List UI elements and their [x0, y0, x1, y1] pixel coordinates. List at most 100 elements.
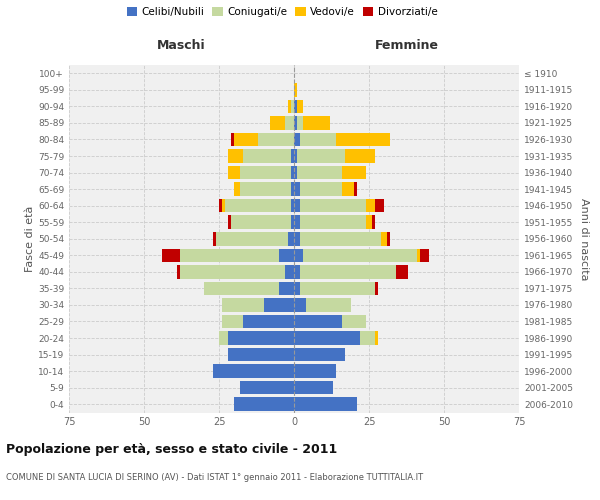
- Bar: [300, 282, 375, 295]
- Bar: [297, 166, 342, 179]
- Bar: [342, 166, 366, 179]
- Bar: [294, 116, 297, 130]
- Bar: [288, 100, 291, 113]
- Bar: [294, 232, 300, 245]
- Bar: [279, 248, 294, 262]
- Text: Popolazione per età, sesso e stato civile - 2011: Popolazione per età, sesso e stato civil…: [6, 442, 337, 456]
- Bar: [294, 248, 303, 262]
- Bar: [381, 232, 387, 245]
- Bar: [291, 149, 294, 163]
- Bar: [291, 100, 294, 113]
- Y-axis label: Anni di nascita: Anni di nascita: [578, 198, 589, 280]
- Bar: [294, 364, 336, 378]
- Bar: [306, 298, 351, 312]
- Bar: [234, 398, 294, 411]
- Bar: [354, 182, 357, 196]
- Bar: [228, 348, 294, 362]
- Legend: Celibi/Nubili, Coniugati/e, Vedovi/e, Divorziati/e: Celibi/Nubili, Coniugati/e, Vedovi/e, Di…: [122, 2, 442, 21]
- Bar: [300, 216, 366, 229]
- Bar: [396, 265, 408, 278]
- Bar: [297, 149, 345, 163]
- Bar: [294, 398, 357, 411]
- Bar: [300, 182, 342, 196]
- Bar: [297, 116, 303, 130]
- Bar: [228, 149, 243, 163]
- Bar: [294, 314, 342, 328]
- Bar: [177, 265, 180, 278]
- Bar: [222, 314, 243, 328]
- Bar: [294, 216, 300, 229]
- Bar: [294, 282, 300, 295]
- Bar: [345, 149, 375, 163]
- Bar: [300, 232, 381, 245]
- Bar: [294, 199, 300, 212]
- Bar: [300, 132, 336, 146]
- Bar: [222, 199, 225, 212]
- Bar: [294, 298, 306, 312]
- Bar: [372, 216, 375, 229]
- Bar: [243, 149, 291, 163]
- Bar: [294, 348, 345, 362]
- Bar: [342, 314, 366, 328]
- Bar: [300, 199, 366, 212]
- Bar: [294, 166, 297, 179]
- Bar: [420, 248, 429, 262]
- Bar: [342, 182, 354, 196]
- Bar: [336, 132, 390, 146]
- Bar: [285, 116, 294, 130]
- Bar: [297, 100, 303, 113]
- Bar: [216, 232, 288, 245]
- Bar: [180, 265, 285, 278]
- Bar: [225, 199, 291, 212]
- Bar: [231, 216, 291, 229]
- Text: Maschi: Maschi: [157, 39, 206, 52]
- Bar: [228, 216, 231, 229]
- Bar: [294, 265, 300, 278]
- Bar: [291, 199, 294, 212]
- Bar: [294, 83, 297, 96]
- Bar: [240, 166, 291, 179]
- Bar: [258, 132, 294, 146]
- Bar: [303, 116, 330, 130]
- Bar: [240, 182, 291, 196]
- Y-axis label: Fasce di età: Fasce di età: [25, 206, 35, 272]
- Bar: [219, 199, 222, 212]
- Bar: [219, 332, 228, 345]
- Bar: [360, 332, 375, 345]
- Bar: [366, 199, 375, 212]
- Bar: [294, 132, 300, 146]
- Bar: [270, 116, 285, 130]
- Bar: [294, 149, 297, 163]
- Bar: [291, 216, 294, 229]
- Bar: [285, 265, 294, 278]
- Bar: [228, 166, 240, 179]
- Bar: [213, 232, 216, 245]
- Bar: [204, 282, 279, 295]
- Bar: [213, 364, 294, 378]
- Bar: [375, 282, 378, 295]
- Bar: [294, 182, 300, 196]
- Text: Femmine: Femmine: [374, 39, 439, 52]
- Bar: [222, 298, 264, 312]
- Bar: [303, 248, 417, 262]
- Bar: [231, 132, 234, 146]
- Bar: [294, 332, 360, 345]
- Bar: [291, 166, 294, 179]
- Bar: [366, 216, 372, 229]
- Bar: [234, 182, 240, 196]
- Bar: [279, 282, 294, 295]
- Bar: [243, 314, 294, 328]
- Bar: [294, 100, 297, 113]
- Bar: [162, 248, 180, 262]
- Bar: [264, 298, 294, 312]
- Bar: [300, 265, 396, 278]
- Text: COMUNE DI SANTA LUCIA DI SERINO (AV) - Dati ISTAT 1° gennaio 2011 - Elaborazione: COMUNE DI SANTA LUCIA DI SERINO (AV) - D…: [6, 472, 423, 482]
- Bar: [288, 232, 294, 245]
- Bar: [228, 332, 294, 345]
- Bar: [294, 381, 333, 394]
- Bar: [375, 332, 378, 345]
- Bar: [291, 182, 294, 196]
- Bar: [180, 248, 279, 262]
- Bar: [387, 232, 390, 245]
- Bar: [240, 381, 294, 394]
